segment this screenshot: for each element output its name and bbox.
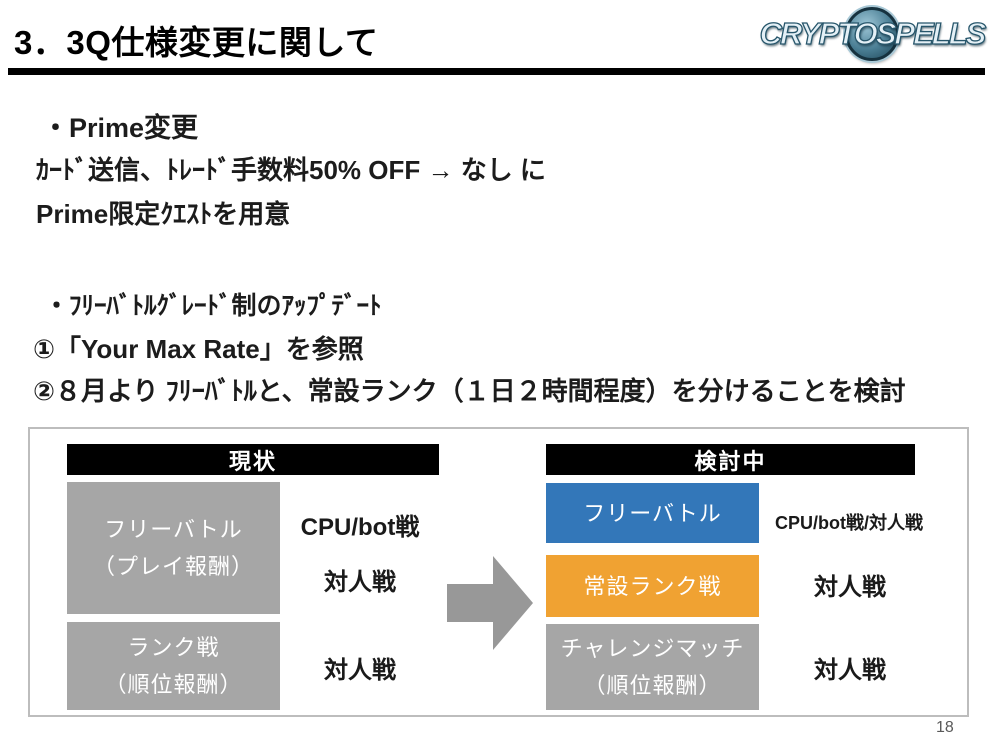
current-state-header: 現状 bbox=[67, 444, 439, 475]
current-ranked-name: ランク戦 bbox=[127, 635, 220, 660]
current-free-battle-box: フリーバトル （プレイ報酬） bbox=[67, 482, 280, 614]
crypto-spells-logo: CRYPTO SPELLS bbox=[754, 5, 990, 63]
proposed-challenge-box: チャレンジマッチ （順位報酬） bbox=[546, 624, 759, 710]
current-free-battle-reward: （プレイ報酬） bbox=[92, 554, 254, 579]
transition-arrow-icon bbox=[447, 556, 533, 650]
comparison-diagram-panel: 現状 フリーバトル （プレイ報酬） CPU/bot戦 対人戦 ランク戦 （順位報… bbox=[28, 427, 969, 717]
logo-text-crypto: CRYPTO bbox=[759, 15, 878, 51]
bullet-prime-change: ・Prime変更 bbox=[42, 113, 199, 143]
proposed-free-battle-mode: CPU/bot戦/対人戦 bbox=[775, 513, 923, 533]
proposed-ranked-name: 常設ランク戦 bbox=[583, 573, 722, 599]
proposed-free-battle-name: フリーバトル bbox=[583, 500, 722, 526]
free-battle-update-line-2: ②８月より ﾌﾘｰﾊﾞﾄﾙと、常設ランク（１日２時間程度）を分けることを検討 bbox=[33, 376, 906, 406]
current-free-battle-mode-2: 対人戦 bbox=[324, 569, 396, 596]
page-number: 18 bbox=[936, 719, 954, 736]
page-title: 3．3Q仕様変更に関して bbox=[14, 24, 379, 61]
bullet-free-battle-update: ・ﾌﾘｰﾊﾞﾄﾙｸﾞﾚｰﾄﾞ制のｱｯﾌﾟﾃﾞｰﾄ bbox=[44, 292, 382, 320]
proposed-challenge-reward: （順位報酬） bbox=[583, 673, 722, 698]
proposed-state-header: 検討中 bbox=[546, 444, 915, 475]
current-ranked-mode: 対人戦 bbox=[324, 657, 396, 684]
proposed-free-battle-box: フリーバトル bbox=[546, 483, 759, 543]
title-underline bbox=[8, 68, 985, 75]
current-ranked-box: ランク戦 （順位報酬） bbox=[67, 622, 280, 710]
proposed-ranked-mode: 対人戦 bbox=[814, 574, 886, 601]
proposed-ranked-box: 常設ランク戦 bbox=[546, 555, 759, 617]
prime-change-line-2: Prime限定ｸｴｽﾄを用意 bbox=[36, 199, 291, 229]
logo-text-spells: SPELLS bbox=[875, 15, 987, 51]
prime-change-line-1: ｶｰﾄﾞ送信、ﾄﾚｰﾄﾞ手数料50% OFF → なし に bbox=[36, 155, 546, 185]
current-ranked-reward: （順位報酬） bbox=[104, 672, 243, 697]
logo-emblem-icon bbox=[845, 7, 899, 61]
current-free-battle-mode-1: CPU/bot戦 bbox=[300, 514, 420, 541]
proposed-challenge-mode: 対人戦 bbox=[814, 657, 886, 684]
current-free-battle-name: フリーバトル bbox=[104, 517, 243, 542]
proposed-challenge-name: チャレンジマッチ bbox=[560, 636, 745, 661]
free-battle-update-line-1: ①「Your Max Rate」を参照 bbox=[33, 334, 364, 364]
